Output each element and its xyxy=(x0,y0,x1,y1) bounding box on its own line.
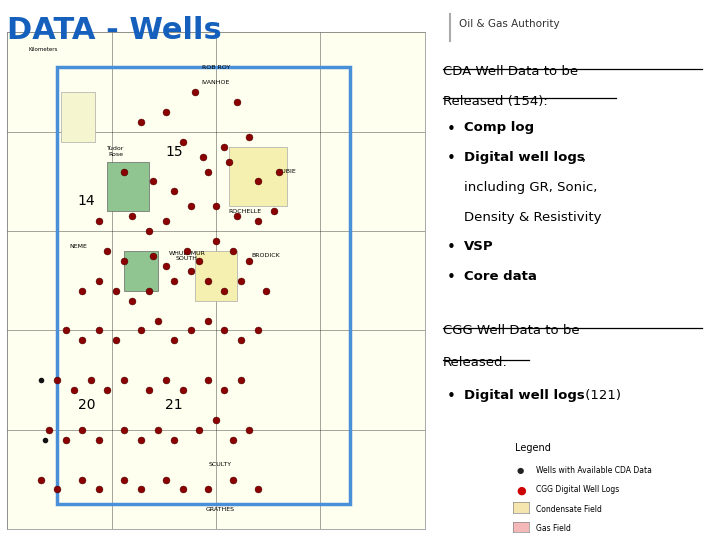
Text: Released (154):: Released (154): xyxy=(443,94,547,107)
Text: Released:: Released: xyxy=(443,356,508,369)
Text: including GR, Sonic,: including GR, Sonic, xyxy=(464,181,598,194)
Text: CGG Well Data to be: CGG Well Data to be xyxy=(443,324,580,337)
Text: GRATHES: GRATHES xyxy=(206,507,235,512)
Text: Gas Field: Gas Field xyxy=(536,524,571,534)
Text: Tudor
Rose: Tudor Rose xyxy=(107,146,125,157)
Text: •: • xyxy=(446,389,455,404)
Text: 14: 14 xyxy=(78,194,95,208)
Text: ROB ROY: ROB ROY xyxy=(202,65,230,70)
Text: Digital well logs: Digital well logs xyxy=(464,151,585,164)
Text: Condensate Field: Condensate Field xyxy=(536,505,602,514)
Text: VSP: VSP xyxy=(464,240,494,253)
Text: ROCHELLE: ROCHELLE xyxy=(229,209,262,214)
Text: Oil & Gas Authority: Oil & Gas Authority xyxy=(459,19,560,29)
Text: RUBIE: RUBIE xyxy=(278,169,297,174)
Text: (121): (121) xyxy=(581,389,621,402)
Text: Comp log: Comp log xyxy=(464,122,534,134)
Text: DATA - Wells: DATA - Wells xyxy=(7,16,222,45)
Text: Wells with Available CDA Data: Wells with Available CDA Data xyxy=(536,466,652,475)
Text: •: • xyxy=(446,122,455,137)
Text: CDA Well Data to be: CDA Well Data to be xyxy=(443,65,578,78)
FancyBboxPatch shape xyxy=(124,251,158,291)
Bar xyxy=(228,147,287,206)
Text: Density & Resistivity: Density & Resistivity xyxy=(464,211,602,224)
Text: Kilometers: Kilometers xyxy=(28,48,58,52)
Bar xyxy=(195,251,237,301)
Text: IVANHOE: IVANHOE xyxy=(202,79,230,85)
Text: Legend: Legend xyxy=(515,443,551,453)
Text: Digital well logs: Digital well logs xyxy=(464,389,585,402)
Text: NEME: NEME xyxy=(69,244,87,248)
FancyBboxPatch shape xyxy=(107,161,149,211)
Text: BRODICK: BRODICK xyxy=(252,253,281,259)
Text: ●: ● xyxy=(516,485,526,496)
Text: 15: 15 xyxy=(166,145,183,159)
Text: CGG Digital Well Logs: CGG Digital Well Logs xyxy=(536,485,620,495)
Text: 21: 21 xyxy=(166,398,183,412)
Text: •: • xyxy=(446,240,455,255)
Bar xyxy=(61,92,95,141)
Text: ●: ● xyxy=(516,466,523,475)
Text: ,: , xyxy=(581,151,585,164)
Text: •: • xyxy=(446,151,455,166)
Bar xyxy=(58,67,350,504)
Text: Core data: Core data xyxy=(464,270,537,283)
Text: •: • xyxy=(446,270,455,285)
Text: WHULEMUR
SOUTH: WHULEMUR SOUTH xyxy=(168,251,205,261)
Text: 20: 20 xyxy=(78,398,95,412)
Text: SCULTY: SCULTY xyxy=(209,462,232,467)
